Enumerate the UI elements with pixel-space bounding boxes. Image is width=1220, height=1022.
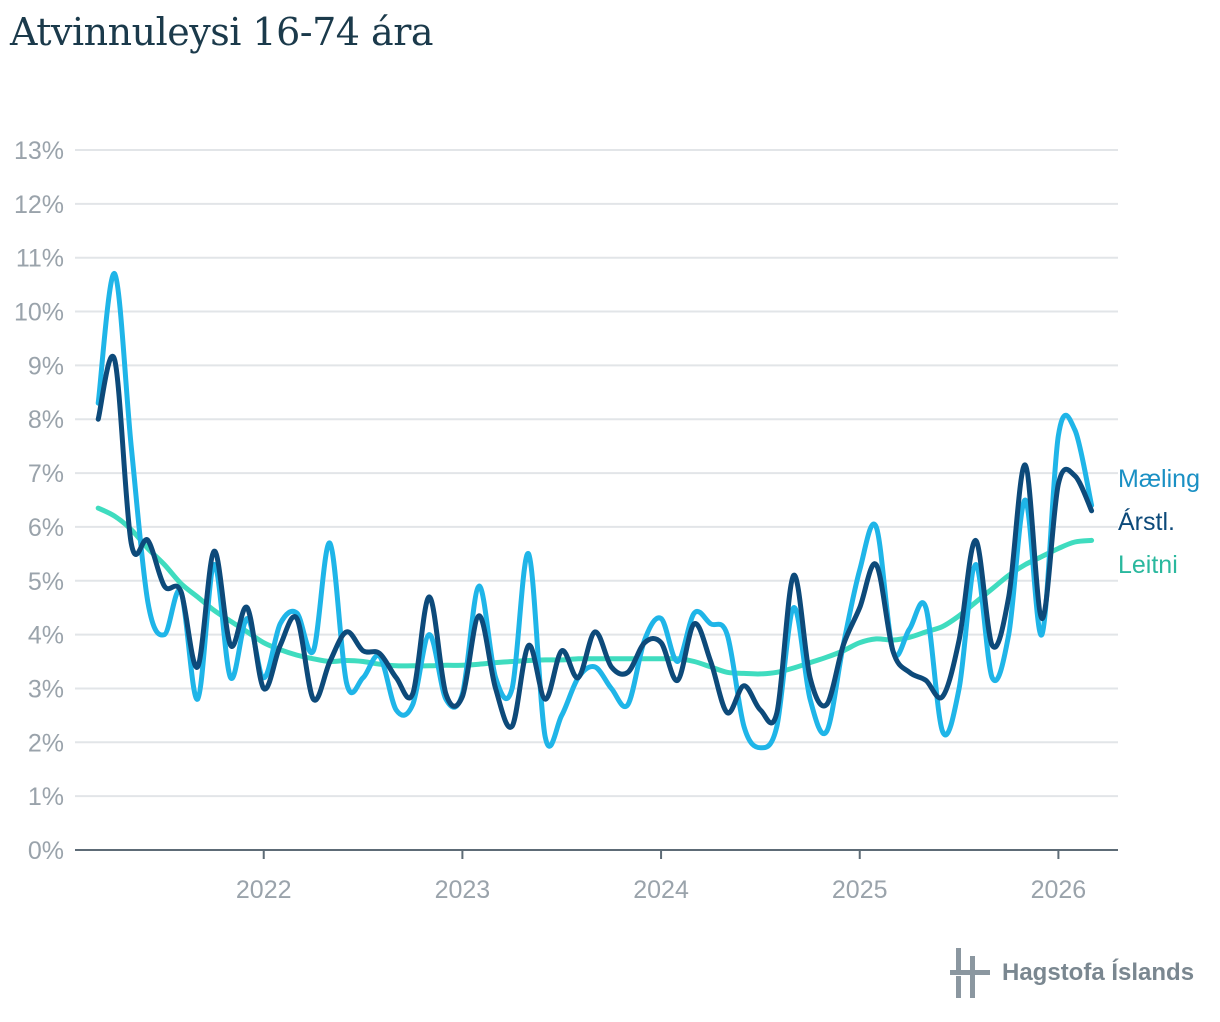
x-tick-label: 2023 (435, 876, 491, 904)
series-line-arstl (95, 354, 1095, 730)
y-tick-label: 9% (28, 352, 64, 380)
y-tick-label: 10% (14, 299, 64, 327)
hagstofa-logo[interactable]: Hagstofa Íslands (950, 946, 1194, 1000)
series-label-arstl: Árstl. (1118, 507, 1175, 536)
series-line-maeling (95, 271, 1095, 751)
series-label-leitni: Leitni (1118, 551, 1178, 579)
grid-lines (75, 149, 1118, 798)
x-tick-label: 2024 (633, 876, 689, 904)
y-tick-label: 2% (28, 729, 64, 757)
y-tick-label: 7% (28, 460, 64, 488)
x-tick-label: 2025 (832, 876, 888, 904)
series-line-leitni (95, 505, 1095, 677)
x-axis-ticks: 2022 2023 2024 2025 2026 (236, 850, 1086, 904)
y-tick-label: 6% (28, 514, 64, 542)
series-labels: Mæling Árstl. Leitni (1118, 465, 1200, 579)
y-axis-ticks: 0% 1% 2% 3% 4% 5% 6% 7% 8% 9% 10% 11% 12% 13% (14, 137, 64, 865)
hagstofa-logo-icon (950, 948, 990, 998)
y-tick-label: 0% (28, 837, 64, 865)
chart-title: Atvinnuleysi 16-74 ára (10, 10, 434, 54)
series-label-maeling: Mæling (1118, 465, 1200, 493)
x-tick-label: 2022 (236, 876, 292, 904)
series-lines (95, 271, 1095, 751)
y-tick-label: 4% (28, 622, 64, 650)
y-tick-label: 12% (14, 191, 64, 219)
hagstofa-logo-text: Hagstofa Íslands (1002, 959, 1195, 986)
y-tick-label: 8% (28, 406, 64, 434)
y-tick-label: 5% (28, 568, 64, 596)
y-tick-label: 3% (28, 675, 64, 703)
y-tick-label: 1% (28, 783, 64, 811)
y-tick-label: 13% (14, 137, 64, 165)
x-tick-label: 2026 (1031, 876, 1087, 904)
y-tick-label: 11% (16, 245, 64, 273)
